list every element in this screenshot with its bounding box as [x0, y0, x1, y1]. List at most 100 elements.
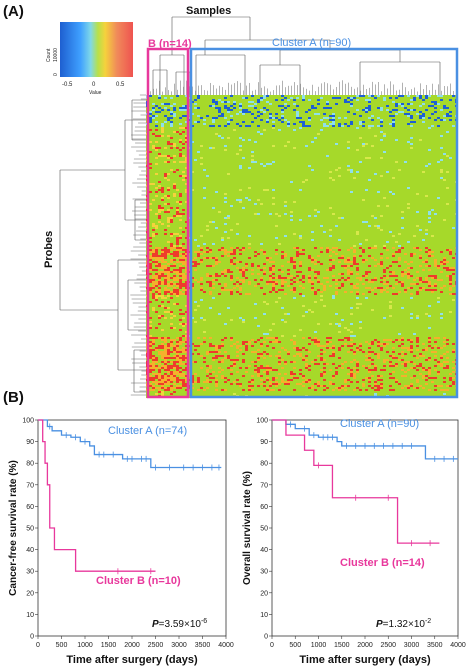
heatmap-cell — [197, 245, 200, 247]
heatmap-cell — [440, 95, 443, 97]
heatmap-cell — [221, 361, 224, 363]
heatmap-cell — [425, 313, 428, 315]
heatmap-cell — [149, 377, 152, 379]
heatmap-cell — [152, 199, 155, 201]
heatmap-cell — [206, 381, 209, 383]
heatmap-cell — [425, 375, 428, 377]
heatmap-cell — [209, 281, 212, 283]
heatmap-cell — [398, 339, 401, 341]
heatmap-cell — [398, 281, 401, 283]
heatmap-cell — [389, 265, 392, 267]
heatmap-cell — [362, 275, 365, 277]
heatmap-cell — [167, 301, 170, 303]
heatmap-cell — [239, 383, 242, 385]
heatmap-cell — [212, 125, 215, 127]
heatmap-cell — [308, 351, 311, 353]
heatmap-cell — [188, 119, 191, 121]
heatmap-cell — [416, 225, 419, 227]
heatmap-cell — [344, 343, 347, 345]
heatmap-cell — [305, 355, 308, 357]
heatmap-cell — [368, 101, 371, 103]
heatmap-cell — [176, 261, 179, 263]
heatmap-cell — [158, 305, 161, 307]
heatmap-cell — [353, 113, 356, 115]
heatmap-cell — [407, 387, 410, 389]
heatmap-cell — [449, 289, 452, 291]
heatmap-cell — [194, 361, 197, 363]
heatmap-cell — [173, 361, 176, 363]
heatmap-cell — [401, 211, 404, 213]
heatmap-cell — [272, 283, 275, 285]
heatmap-cell — [302, 381, 305, 383]
heatmap-cell — [371, 115, 374, 117]
heatmap-cell — [434, 359, 437, 361]
heatmap-cell — [314, 107, 317, 109]
heatmap-cell — [227, 111, 230, 113]
heatmap-cell — [308, 277, 311, 279]
heatmap-cell — [302, 281, 305, 283]
heatmap-cell — [269, 257, 272, 259]
heatmap-cell — [401, 375, 404, 377]
heatmap-cell — [164, 373, 167, 375]
heatmap-cell — [149, 343, 152, 345]
heatmap-cell — [167, 197, 170, 199]
heatmap-cell — [263, 263, 266, 265]
heatmap-cell — [356, 109, 359, 111]
heatmap-cell — [185, 253, 188, 255]
heatmap-cell — [356, 95, 359, 97]
heatmap-cell — [407, 361, 410, 363]
heatmap-cell — [224, 377, 227, 379]
heatmap-cell — [173, 289, 176, 291]
heatmap-cell — [200, 343, 203, 345]
heatmap-cell — [443, 263, 446, 265]
heatmap-cell — [278, 297, 281, 299]
heatmap-cell — [389, 271, 392, 273]
heatmap-cell — [218, 361, 221, 363]
heatmap-cell — [224, 323, 227, 325]
heatmap-cell — [236, 341, 239, 343]
heatmap-cell — [245, 197, 248, 199]
heatmap-cell — [164, 173, 167, 175]
heatmap — [146, 95, 458, 398]
heatmap-cell — [263, 165, 266, 167]
heatmap-cell — [254, 203, 257, 205]
heatmap-cell — [170, 381, 173, 383]
heatmap-cell — [386, 343, 389, 345]
heatmap-cell — [452, 293, 455, 295]
heatmap-cell — [176, 369, 179, 371]
heatmap-cell — [221, 237, 224, 239]
heatmap-cell — [407, 115, 410, 117]
heatmap-cell — [254, 285, 257, 287]
heatmap-cell — [254, 351, 257, 353]
heatmap-cell — [152, 373, 155, 375]
heatmap-cell — [209, 377, 212, 379]
heatmap-cell — [167, 379, 170, 381]
heatmap-cell — [365, 221, 368, 223]
heatmap-cell — [383, 365, 386, 367]
heatmap-cell — [335, 283, 338, 285]
heatmap-cell — [176, 251, 179, 253]
heatmap-cell — [182, 259, 185, 261]
heatmap-cell — [191, 189, 194, 191]
heatmap-cell — [272, 273, 275, 275]
heatmap-cell — [425, 281, 428, 283]
heatmap-cell — [176, 351, 179, 353]
heatmap-cell — [260, 337, 263, 339]
heatmap-cell — [446, 115, 449, 117]
heatmap-cell — [149, 95, 152, 97]
heatmap-cell — [449, 279, 452, 281]
heatmap-cell — [314, 359, 317, 361]
heatmap-cell — [149, 337, 152, 339]
heatmap-cell — [266, 281, 269, 283]
heatmap-cell — [410, 117, 413, 119]
heatmap-cell — [359, 327, 362, 329]
heatmap-cell — [413, 99, 416, 101]
heatmap-cell — [356, 349, 359, 351]
heatmap-cell — [440, 291, 443, 293]
heatmap-cell — [257, 101, 260, 103]
heatmap-cell — [326, 247, 329, 249]
heatmap-cell — [188, 251, 191, 253]
heatmap-cell — [428, 357, 431, 359]
heatmap-cell — [161, 209, 164, 211]
heatmap-cell — [170, 311, 173, 313]
